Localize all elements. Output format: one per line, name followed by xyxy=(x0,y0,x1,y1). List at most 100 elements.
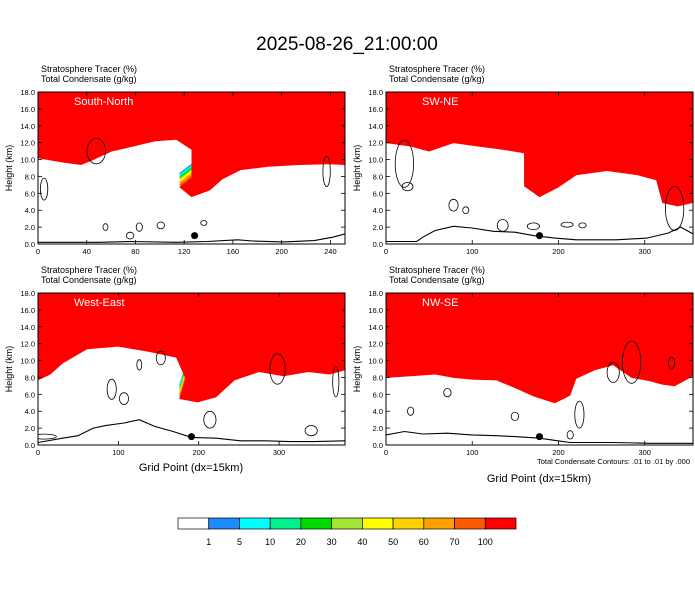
y-tick-label: 16.0 xyxy=(368,105,383,114)
condensate-contour-3 xyxy=(574,400,585,429)
y-tick-label: 8.0 xyxy=(373,172,383,181)
y-tick-label: 8.0 xyxy=(25,373,35,382)
y-tick-label: 16.0 xyxy=(368,306,383,315)
y-tick-label: 8.0 xyxy=(373,373,383,382)
location-dot xyxy=(536,433,543,441)
terrain-line xyxy=(386,430,693,444)
colorbar-swatch-1 xyxy=(208,517,240,530)
colorbar-swatch-8 xyxy=(423,517,455,530)
colorbar-swatch-5 xyxy=(331,517,363,530)
x-tick-label: 100 xyxy=(466,247,479,256)
condensate-contour-2 xyxy=(510,411,520,421)
y-tick-label: 2.0 xyxy=(373,223,383,232)
y-axis-label: Height (km) xyxy=(352,145,362,192)
condensate-contour-7 xyxy=(566,430,574,440)
panel-label: West-East xyxy=(74,297,125,309)
x-tick-label: 200 xyxy=(275,247,288,256)
panel-nw-se: Stratosphere Tracer (%)Total Condensate … xyxy=(352,265,694,457)
colorbar-level-label: 100 xyxy=(478,537,493,547)
colorbar-level-label: 20 xyxy=(296,537,306,547)
colorbar-level-label: 10 xyxy=(265,537,275,547)
plot-frame xyxy=(37,292,346,446)
condensate-contour-4 xyxy=(155,350,166,366)
condensate-contour-0 xyxy=(394,139,414,188)
condensate-contour-1 xyxy=(443,387,452,398)
condensate-contour-7 xyxy=(304,425,318,437)
tracer-field xyxy=(38,92,345,243)
y-tick-label: 16.0 xyxy=(20,306,35,315)
panel-label: South-North xyxy=(74,96,133,108)
y-tick-label: 14.0 xyxy=(20,323,35,332)
panel-label: NW-SE xyxy=(422,297,458,309)
plot-frame xyxy=(385,292,694,446)
y-tick-label: 4.0 xyxy=(373,206,383,215)
y-tick-label: 14.0 xyxy=(20,122,35,131)
y-tick-label: 6.0 xyxy=(25,390,35,399)
condensate-contour-6 xyxy=(560,221,574,228)
x-tick-label: 100 xyxy=(112,448,125,457)
tracer-field xyxy=(386,293,693,444)
colorbar-swatch-10 xyxy=(484,517,517,530)
y-tick-label: 2.0 xyxy=(25,424,35,433)
x-tick-label: 0 xyxy=(384,247,388,256)
condensate-contour-0 xyxy=(407,406,415,416)
colorbar-level-label: 1 xyxy=(206,537,211,547)
x-tick-label: 300 xyxy=(638,247,651,256)
colorbar-level-label: 60 xyxy=(419,537,429,547)
contour-note: Total Condensate Contours: .01 to .01 by… xyxy=(537,457,690,466)
x-tick-label: 80 xyxy=(131,247,139,256)
y-tick-label: 2.0 xyxy=(25,223,35,232)
panel-west-east: Stratosphere Tracer (%)Total Condensate … xyxy=(4,265,346,457)
location-dot xyxy=(188,433,195,441)
x-tick-label: 40 xyxy=(83,247,91,256)
y-axis-label: Height (km) xyxy=(4,145,14,192)
terrain-line xyxy=(38,233,345,243)
x-tick-label: 0 xyxy=(384,448,388,457)
colorbar-level-label: 5 xyxy=(237,537,242,547)
x-tick-label: 160 xyxy=(227,247,240,256)
main-title: 2025-08-26_21:00:00 xyxy=(256,34,438,55)
y-tick-label: 10.0 xyxy=(368,156,383,165)
colorbar-level-label: 40 xyxy=(357,537,367,547)
field-label-condensate: Total Condensate (g/kg) xyxy=(389,275,485,285)
location-dot xyxy=(191,232,199,240)
condensate-contour-1 xyxy=(106,378,117,400)
y-tick-label: 10.0 xyxy=(20,357,35,366)
y-tick-label: 18.0 xyxy=(368,88,383,97)
x-axis-label-left: Grid Point (dx=15km) xyxy=(139,462,243,474)
y-tick-label: 0.0 xyxy=(373,240,383,249)
panel-sw-ne: Stratosphere Tracer (%)Total Condensate … xyxy=(352,64,694,256)
x-tick-label: 200 xyxy=(552,448,565,457)
terrain-line xyxy=(38,419,345,444)
tracer-band-0 xyxy=(38,293,345,403)
condensate-contour-8 xyxy=(664,186,685,231)
field-label-condensate: Total Condensate (g/kg) xyxy=(41,275,137,285)
y-tick-label: 18.0 xyxy=(20,289,35,298)
condensate-contour-0 xyxy=(38,433,57,440)
condensate-contour-4 xyxy=(496,219,509,232)
y-tick-label: 18.0 xyxy=(20,88,35,97)
condensate-contour-3 xyxy=(135,222,143,232)
y-axis-label: Height (km) xyxy=(4,346,14,393)
location-dot xyxy=(536,232,543,240)
colorbar-level-label: 30 xyxy=(327,537,337,547)
tracer-band-0 xyxy=(386,293,693,404)
condensate-contour-4 xyxy=(606,361,620,383)
colorbar-swatch-9 xyxy=(454,517,486,530)
colorbar-swatch-0 xyxy=(177,517,210,530)
field-label-condensate: Total Condensate (g/kg) xyxy=(389,74,485,84)
condensate-contour-6 xyxy=(200,219,208,226)
colorbar-level-label: 50 xyxy=(388,537,398,547)
x-tick-label: 120 xyxy=(178,247,191,256)
x-tick-label: 200 xyxy=(552,247,565,256)
panel-south-north: Stratosphere Tracer (%)Total Condensate … xyxy=(4,64,346,256)
condensate-contour-6 xyxy=(668,356,676,370)
condensate-contour-7 xyxy=(322,155,331,187)
field-label-condensate: Total Condensate (g/kg) xyxy=(41,74,137,84)
condensate-contour-5 xyxy=(203,410,217,429)
x-axis-label-right: Grid Point (dx=15km) xyxy=(487,473,591,485)
field-label-tracer: Stratosphere Tracer (%) xyxy=(389,265,485,275)
colorbar-swatch-2 xyxy=(239,517,271,530)
condensate-contour-2 xyxy=(448,198,459,212)
